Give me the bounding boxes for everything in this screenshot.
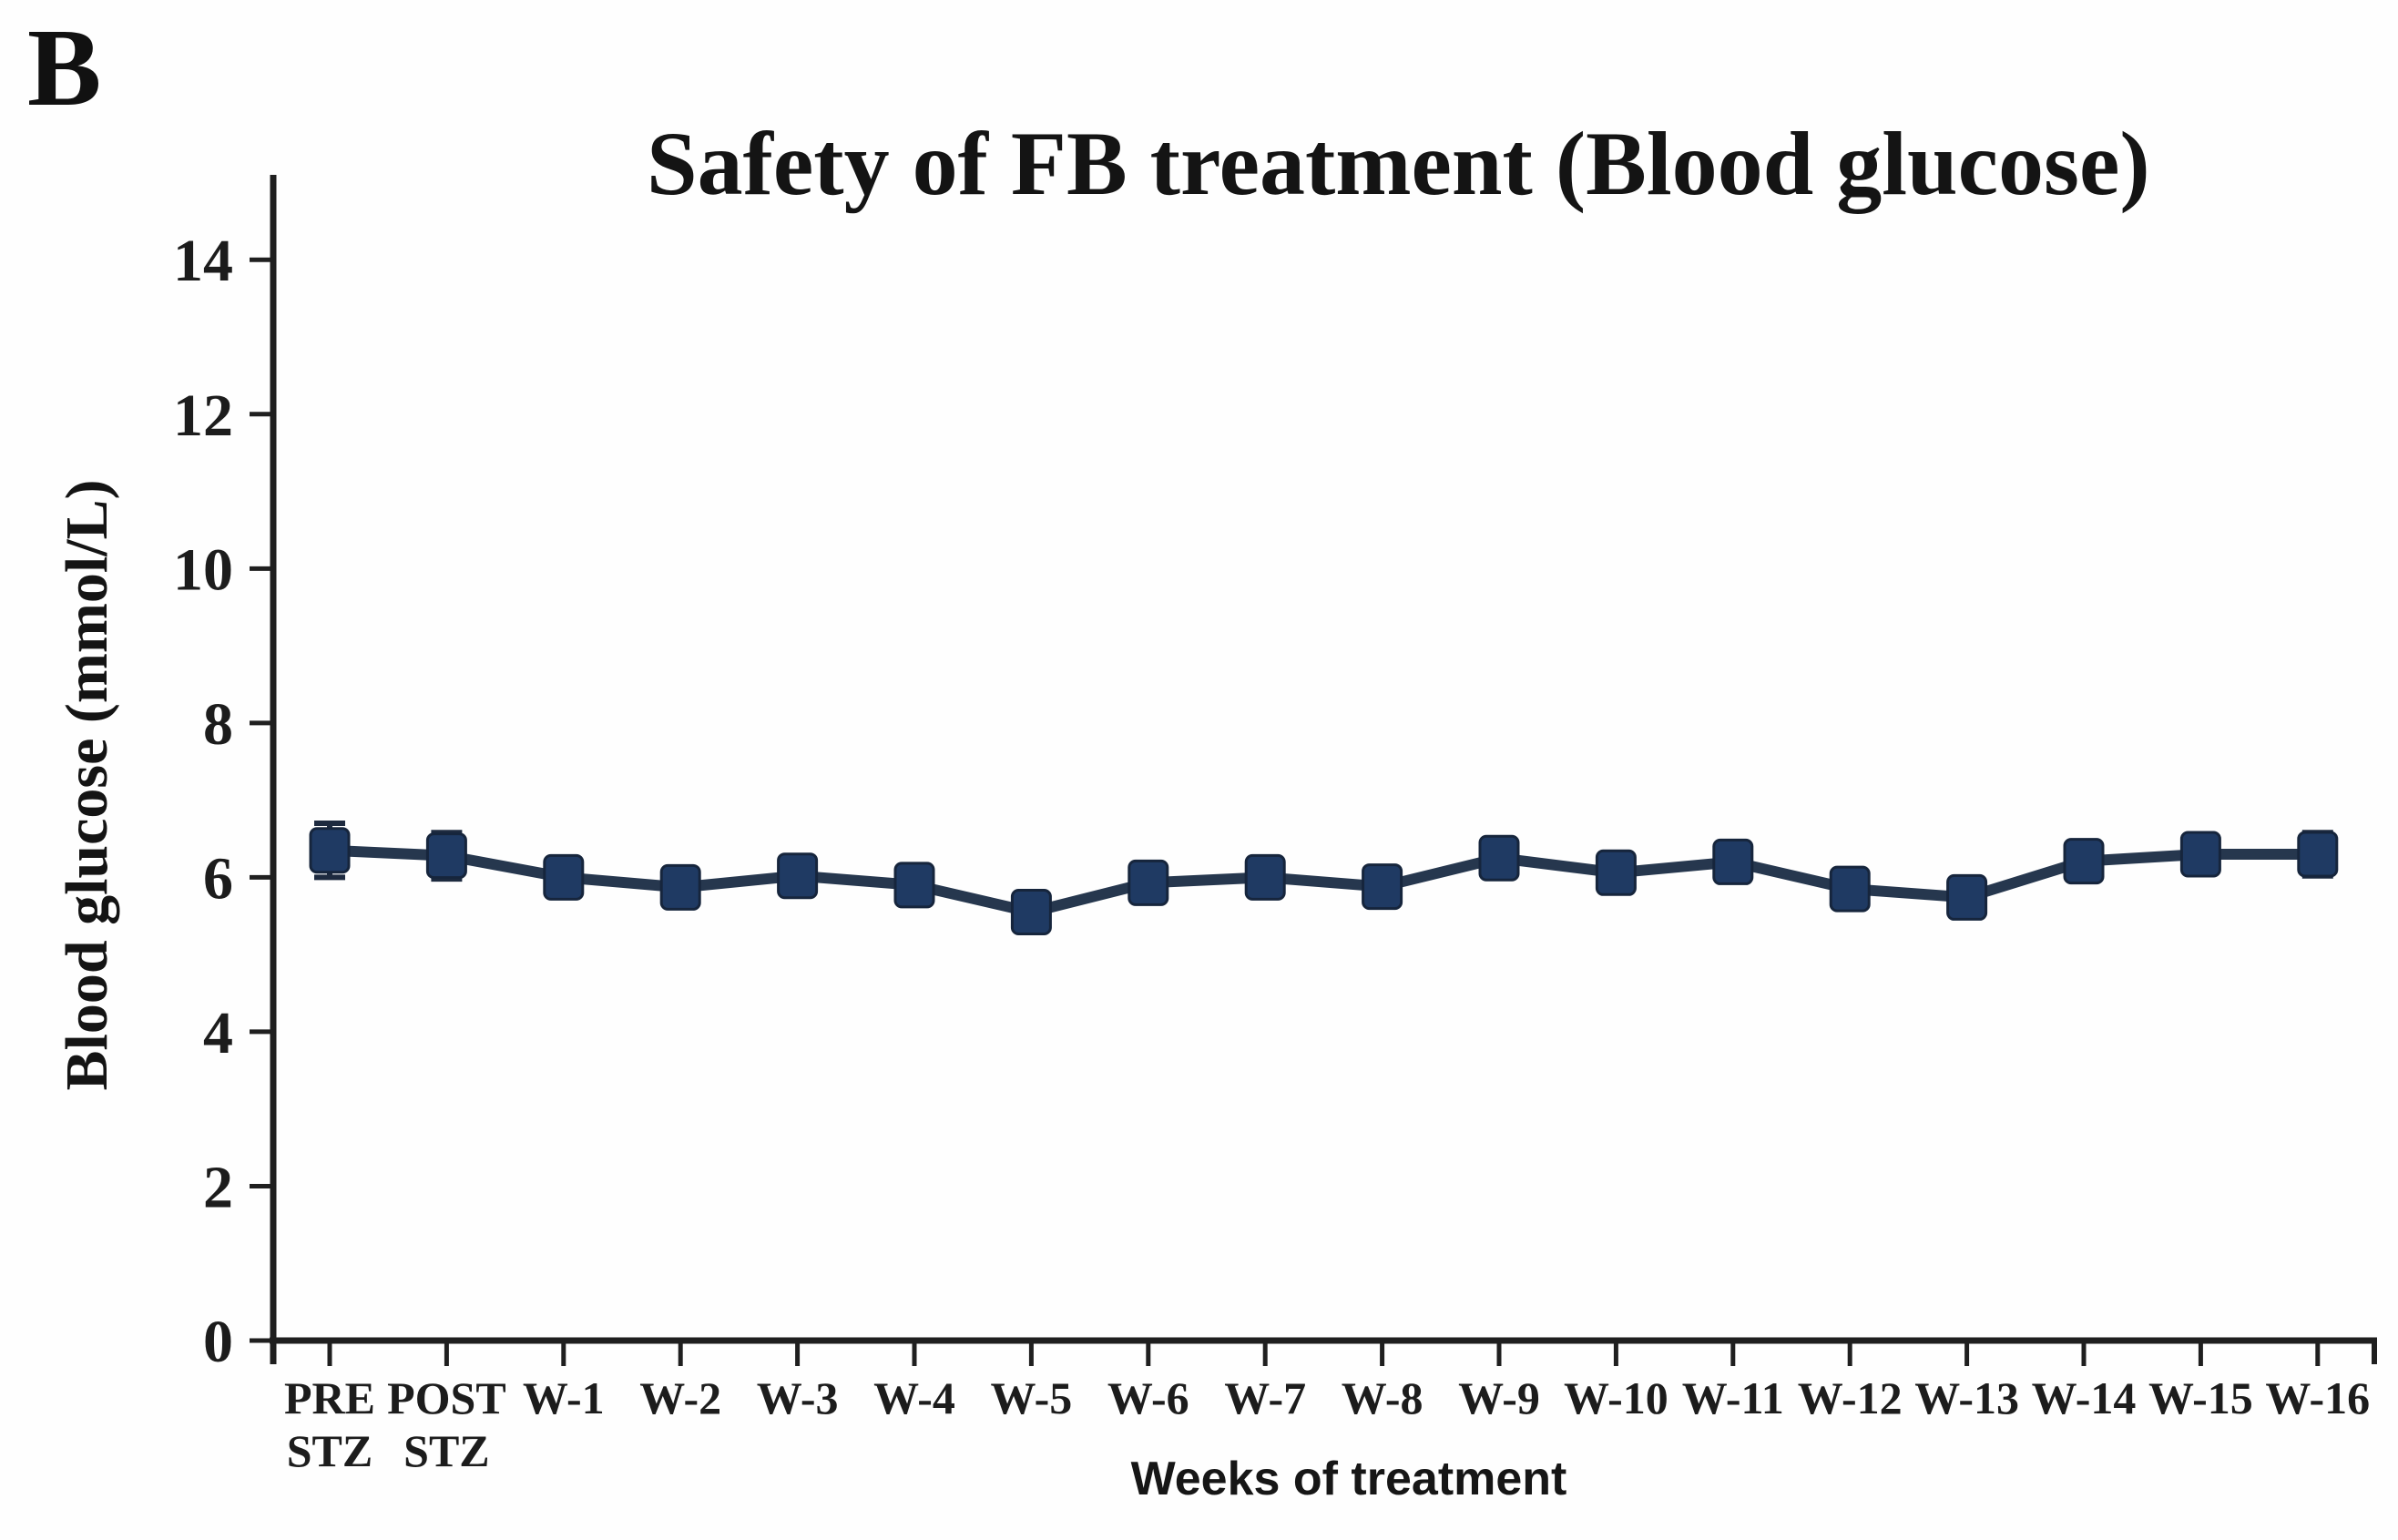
x-axis-tick-label: W-4 <box>873 1372 955 1423</box>
x-axis-tick-label: W-15 <box>2148 1372 2253 1423</box>
x-axis-tick-label: W-11 <box>1682 1372 1784 1423</box>
x-axis-tick-label: W-2 <box>639 1372 721 1423</box>
x-axis-tick-label: W-12 <box>1798 1372 1903 1423</box>
y-axis-tick-label: 12 <box>173 382 233 449</box>
data-point-marker <box>1829 865 1871 913</box>
x-axis-tick-label: W-9 <box>1458 1372 1540 1423</box>
x-axis-title: Weeks of treatment <box>1130 1453 1567 1505</box>
data-point-marker <box>1478 834 1520 882</box>
data-point-marker <box>1595 849 1637 896</box>
data-point-marker <box>425 832 467 880</box>
data-point-marker <box>1362 863 1403 911</box>
x-axis-tick-label: PRE <box>284 1372 375 1423</box>
data-point-marker <box>543 853 585 901</box>
data-point-marker <box>659 863 701 911</box>
data-point-marker <box>309 827 351 874</box>
x-axis-tick-label: W-10 <box>1564 1372 1668 1423</box>
x-axis-tick-label: W-6 <box>1107 1372 1189 1423</box>
data-point-marker <box>893 862 935 909</box>
data-point-marker <box>1946 873 1988 921</box>
x-axis-tick-label: W-8 <box>1342 1372 1423 1423</box>
data-point-marker <box>1128 859 1169 906</box>
data-point-marker <box>2297 831 2339 878</box>
data-point-marker <box>1712 838 1754 885</box>
y-axis-tick-label: 6 <box>203 845 233 912</box>
data-point-marker <box>1010 889 1052 936</box>
data-line <box>324 844 2323 918</box>
x-axis-tick-label: W-14 <box>2032 1372 2137 1423</box>
data-point-marker <box>2179 831 2221 878</box>
y-axis-tick-label: 8 <box>203 691 233 758</box>
x-axis-tick-label: W-7 <box>1224 1372 1306 1423</box>
x-axis-tick-label: W-16 <box>2265 1372 2370 1423</box>
x-axis-tick-label: POST <box>387 1372 506 1423</box>
y-axis-tick-label: 2 <box>203 1154 233 1220</box>
x-axis-tick-label: STZ <box>403 1425 490 1476</box>
y-axis-tick-label: 10 <box>173 536 233 603</box>
panel-label: B <box>27 6 102 129</box>
x-axis-tick-label: W-5 <box>991 1372 1073 1423</box>
data-point-marker <box>1244 853 1286 901</box>
y-axis-tick-label: 14 <box>173 228 233 294</box>
x-axis-tick-label: W-1 <box>523 1372 605 1423</box>
y-axis-tick-label: 0 <box>203 1309 233 1375</box>
data-point-marker <box>2063 838 2105 885</box>
x-axis-tick-label: W-3 <box>757 1372 839 1423</box>
data-point-marker <box>777 852 819 900</box>
y-axis-tick-label: 4 <box>203 1000 233 1066</box>
x-axis-tick-label: W-13 <box>1914 1372 2019 1423</box>
x-axis-tick-label: STZ <box>287 1425 373 1476</box>
chart-title: Safety of FB treatment (Blood glucose) <box>647 113 2150 214</box>
